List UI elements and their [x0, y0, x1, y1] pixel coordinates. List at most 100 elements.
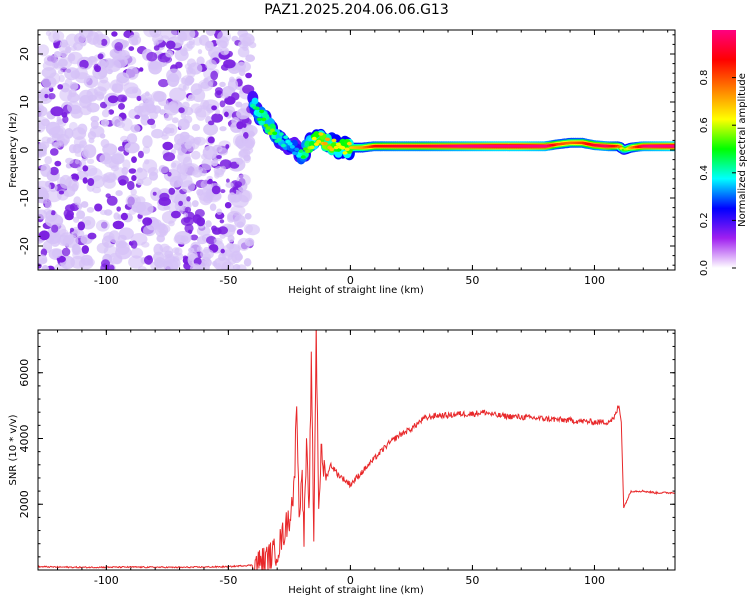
noise-blob: [106, 195, 118, 206]
noise-blob: [188, 62, 203, 75]
noise-blob: [79, 59, 89, 69]
ridge-segment: [289, 145, 295, 149]
noise-blob: [53, 141, 62, 149]
noise-blob: [38, 44, 50, 57]
noise-blob: [87, 158, 95, 164]
noise-blob: [60, 50, 68, 58]
noise-blob: [216, 208, 223, 215]
noise-blob: [218, 253, 226, 262]
noise-blob: [209, 191, 222, 201]
noise-blob: [108, 230, 121, 244]
ridge-segment: [325, 137, 330, 142]
noise-blob: [80, 254, 93, 266]
noise-blob: [78, 89, 94, 104]
noise-blob: [237, 30, 249, 38]
noise-blob: [186, 196, 191, 202]
noise-blob: [136, 95, 142, 102]
ridge-segment: [272, 131, 278, 136]
x-tick-label: 50: [465, 574, 479, 587]
noise-blob: [203, 123, 219, 136]
noise-blob: [121, 118, 133, 132]
noise-blob: [123, 82, 139, 94]
noise-blob: [230, 205, 246, 217]
noise-blob: [211, 159, 219, 167]
noise-blob: [135, 201, 154, 216]
noise-blob: [196, 188, 204, 196]
noise-blob: [181, 101, 190, 110]
noise-blob: [117, 146, 125, 152]
noise-blob: [83, 75, 99, 88]
noise-blob: [137, 266, 147, 270]
noise-blob: [88, 137, 95, 144]
noise-blob: [210, 70, 219, 81]
noise-blob: [187, 250, 198, 260]
noise-blob: [193, 136, 202, 145]
y-tick-label: 4000: [18, 424, 31, 452]
noise-blob: [235, 101, 243, 108]
snr-frame: [37, 329, 676, 571]
noise-blob: [100, 38, 108, 47]
noise-blob: [84, 219, 92, 226]
ridge-segment: [270, 128, 275, 133]
noise-blob: [108, 109, 115, 115]
noise-blob: [58, 190, 65, 195]
noise-blob: [237, 61, 246, 72]
noise-blob: [162, 256, 181, 270]
noise-blob: [88, 30, 94, 37]
noise-blob: [44, 93, 49, 99]
noise-blob: [197, 49, 203, 55]
noise-blob: [173, 234, 186, 245]
noise-blob: [175, 61, 183, 69]
ridge-segment: [294, 147, 300, 152]
spectrogram-y-label: Frequency (Hz): [8, 112, 19, 188]
noise-blob: [100, 101, 108, 109]
noise-blob: [67, 92, 80, 103]
noise-blob: [216, 155, 222, 159]
noise-blob: [41, 197, 48, 204]
noise-blob: [101, 259, 110, 268]
noise-blob: [130, 240, 138, 249]
noise-blob: [40, 248, 48, 257]
noise-blob: [131, 156, 137, 164]
noise-blob: [224, 111, 229, 118]
noise-blob: [169, 87, 187, 102]
noise-blob: [231, 92, 240, 101]
noise-blob: [178, 107, 185, 114]
noise-blob: [180, 112, 187, 119]
noise-blob: [213, 257, 231, 270]
noise-blob: [215, 109, 221, 115]
noise-blob: [61, 112, 68, 118]
ridge-segment: [331, 138, 337, 143]
noise-blob: [76, 166, 83, 172]
noise-blob: [243, 136, 256, 149]
noise-blob: [44, 201, 53, 209]
ridge-segment: [261, 117, 267, 122]
colorbar-tick-label: 0.8: [699, 70, 710, 86]
y-tick-label: -20: [18, 237, 31, 255]
noise-blob: [68, 53, 76, 62]
ridge-segment: [287, 142, 293, 146]
noise-blob: [120, 135, 129, 143]
noise-blob: [59, 232, 75, 246]
noise-blob: [148, 60, 163, 75]
noise-blob: [41, 67, 57, 79]
noise-blob: [105, 58, 114, 68]
noise-blob: [130, 124, 141, 133]
noise-blob: [128, 168, 137, 174]
noise-blob: [66, 210, 74, 218]
noise-blob: [48, 93, 56, 100]
noise-blob: [177, 150, 191, 164]
noise-blob: [227, 78, 239, 92]
x-tick-label: -100: [94, 574, 119, 587]
noise-blob: [76, 144, 85, 152]
noise-blob: [226, 224, 237, 232]
noise-blob: [65, 157, 74, 165]
noise-blob: [45, 121, 61, 135]
noise-blob: [82, 177, 88, 184]
spectrogram-x-label: Height of straight line (km): [288, 285, 424, 296]
noise-blob: [167, 171, 172, 177]
noise-blob: [64, 127, 74, 139]
noise-blob: [179, 163, 197, 177]
noise-blob: [191, 200, 199, 208]
